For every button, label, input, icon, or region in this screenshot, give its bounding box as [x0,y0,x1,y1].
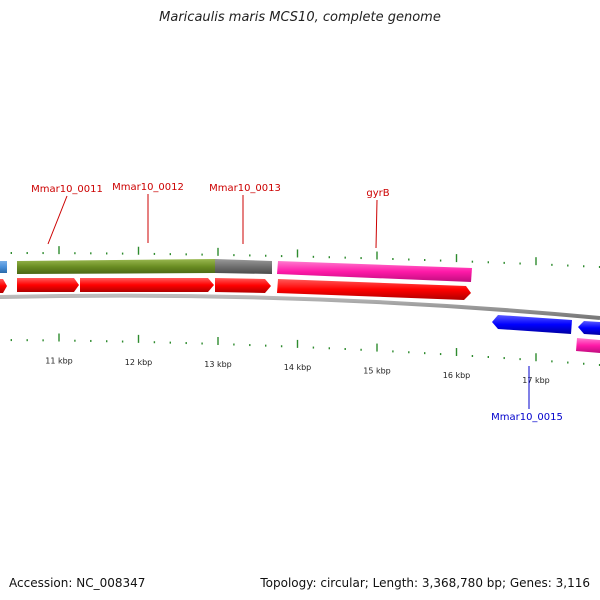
tick-label: 13 kbp [204,360,232,369]
map-title: Maricaulis maris MCS10, complete genome [159,10,441,25]
cds-arrow-gyrb [277,279,471,300]
gene-leader-line [47,195,68,245]
gene-label: Mmar10_0011 [31,184,103,195]
cds-arrow-0012 [80,278,214,292]
cds-arrow-0013 [215,278,271,293]
lower-tick-marks [10,333,600,366]
feature-track [0,259,600,353]
gene-label: Mmar10_0015 [491,412,563,423]
cds-arrow-0011 [17,278,79,292]
feature-gray [215,259,272,274]
gene-label: gyrB [366,188,389,199]
tick-label: 14 kbp [284,363,312,372]
feature-lightblue [0,261,7,273]
tick-label: 16 kbp [443,371,471,380]
tick-label: 17 kbp [522,376,550,385]
genome-summary: Topology: circular; Length: 3,368,780 bp… [260,576,590,590]
reverse-cds-track [492,315,600,335]
feature-olive [17,259,215,274]
gene-leader-line [375,199,378,249]
forward-cds-track [0,278,471,300]
gene-labels: Mmar10_0011 Mmar10_0012 Mmar10_0013 gyrB Mma… [31,182,563,423]
accession-text: Accession: NC_008347 [9,576,146,590]
tick-label: 15 kbp [363,367,391,376]
tick-label: 12 kbp [125,358,153,367]
gene-label: Mmar10_0013 [209,183,281,194]
cds-arrow-0015 [492,315,572,334]
cds-arrow-0016 [578,321,600,335]
feature-pink-gyrb [277,261,472,282]
tick-labels: 11 kbp 12 kbp 13 kbp 14 kbp 15 kbp 16 kbp 17 k… [45,357,550,386]
genome-backbone [0,293,600,320]
cds-arrow-0010 [0,279,7,293]
gene-label: Mmar10_0012 [112,182,184,193]
tick-label: 11 kbp [45,357,73,366]
feature-pink-right [576,338,600,353]
